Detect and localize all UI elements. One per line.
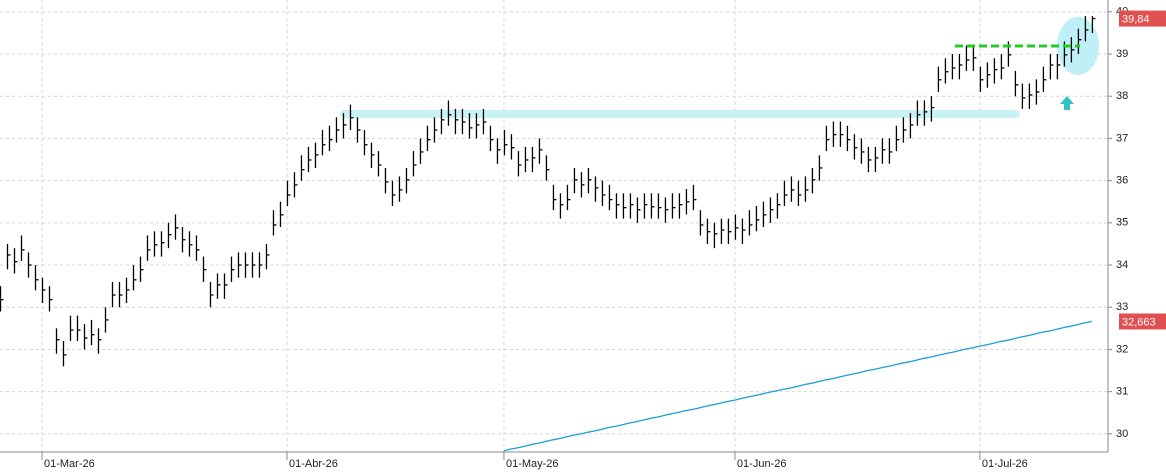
plot [0, 16, 1096, 452]
y-tick-label: 37 [1116, 132, 1128, 144]
y-tick-label: 39 [1116, 48, 1128, 60]
ma-last-label: 32,663 [1122, 316, 1156, 328]
x-tick-label: 01-Abr-26 [289, 458, 338, 470]
moving-average [503, 320, 1093, 452]
axes: 303132333435363738394001-Mar-2601-Abr-26… [41, 6, 1166, 470]
last-price-label-box [1119, 10, 1166, 27]
support-zone [340, 110, 1020, 118]
x-tick-label: 01-Jul-26 [982, 458, 1028, 470]
y-tick-label: 31 [1116, 386, 1128, 398]
x-tick-label: 01-Jun-26 [737, 458, 787, 470]
x-tick-label: 01-Mar-26 [44, 458, 95, 470]
grid [0, 0, 1108, 452]
y-tick-label: 32 [1116, 343, 1128, 355]
y-tick-label: 35 [1116, 217, 1128, 229]
x-tick-label: 01-May-26 [506, 458, 559, 470]
y-tick-label: 36 [1116, 175, 1128, 187]
y-tick-label: 38 [1116, 90, 1128, 102]
ma-last-label-box [1119, 313, 1166, 330]
y-tick-label: 33 [1116, 301, 1128, 313]
last-price-label: 39,84 [1122, 13, 1150, 25]
y-tick-label: 34 [1116, 259, 1128, 271]
up-arrow [1060, 96, 1074, 110]
y-tick-label: 30 [1116, 428, 1128, 440]
